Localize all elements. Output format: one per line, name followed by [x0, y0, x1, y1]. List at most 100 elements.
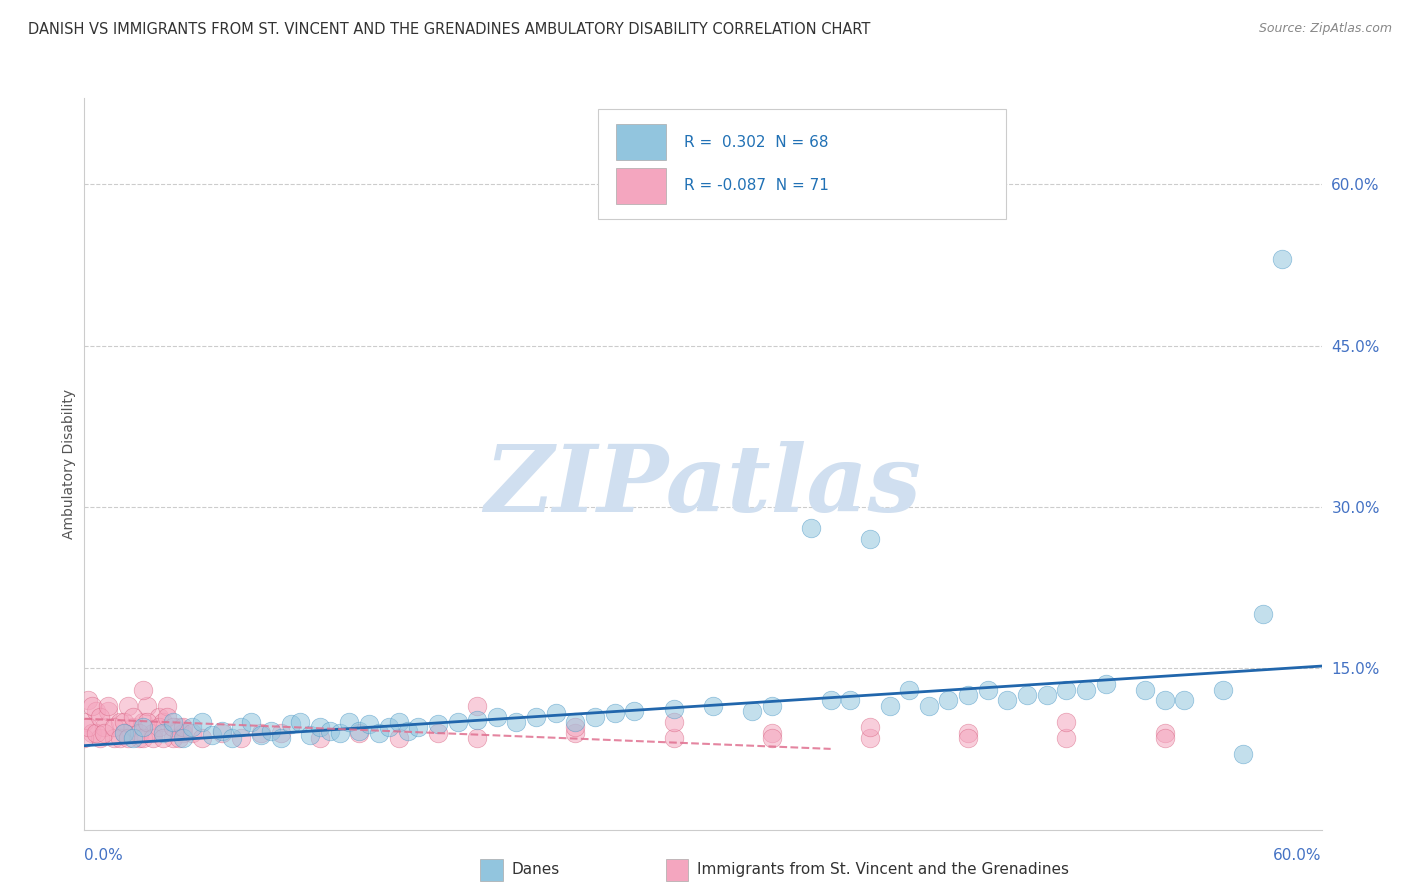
Point [211, 723, 233, 738]
Point [128, 731, 150, 746]
Point [761, 725, 783, 739]
Point [156, 698, 179, 713]
Point [465, 713, 488, 727]
Point [152, 725, 174, 739]
Point [859, 532, 882, 546]
Point [839, 693, 862, 707]
Point [662, 714, 685, 729]
Point [221, 731, 243, 746]
Point [1015, 688, 1038, 702]
Point [211, 725, 233, 739]
Point [564, 725, 586, 739]
Point [108, 731, 131, 746]
Point [231, 720, 253, 734]
Point [1153, 725, 1175, 739]
Point [800, 521, 823, 535]
Point [623, 704, 645, 718]
Point [662, 702, 685, 716]
Point [465, 698, 488, 713]
Bar [616, 168, 666, 204]
Point [122, 709, 145, 723]
Point [564, 720, 586, 734]
Point [299, 728, 322, 742]
Point [270, 731, 292, 746]
Text: Source: ZipAtlas.com: Source: ZipAtlas.com [1258, 22, 1392, 36]
Point [761, 731, 783, 746]
Point [485, 709, 508, 723]
Point [465, 731, 488, 746]
Point [1054, 714, 1077, 729]
Point [820, 693, 842, 707]
Point [82, 698, 104, 713]
Point [84, 725, 107, 739]
Point [1153, 731, 1175, 746]
Point [524, 709, 547, 723]
Point [162, 731, 184, 746]
Point [387, 731, 409, 746]
Point [93, 725, 115, 739]
Point [73, 731, 96, 746]
Point [396, 723, 419, 738]
Point [103, 720, 125, 734]
Point [859, 720, 882, 734]
Point [349, 723, 371, 738]
Point [77, 720, 100, 734]
Point [1074, 682, 1097, 697]
Point [167, 720, 190, 734]
Point [702, 698, 724, 713]
Point [1212, 682, 1234, 697]
Point [167, 731, 190, 746]
Point [898, 682, 921, 697]
Point [142, 725, 165, 739]
Text: Danes: Danes [512, 863, 560, 878]
Point [136, 698, 159, 713]
Point [1035, 688, 1057, 702]
Point [957, 688, 980, 702]
Point [128, 725, 150, 739]
Point [918, 698, 941, 713]
Text: R =  0.302  N = 68: R = 0.302 N = 68 [685, 135, 830, 150]
Point [260, 723, 283, 738]
Point [603, 706, 626, 721]
Bar [481, 859, 502, 880]
Point [112, 725, 135, 739]
Point [172, 725, 194, 739]
Text: DANISH VS IMMIGRANTS FROM ST. VINCENT AND THE GRENADINES AMBULATORY DISABILITY C: DANISH VS IMMIGRANTS FROM ST. VINCENT AN… [28, 22, 870, 37]
Point [231, 731, 253, 746]
Point [148, 720, 170, 734]
Y-axis label: Ambulatory Disability: Ambulatory Disability [62, 389, 76, 539]
Point [240, 714, 263, 729]
Point [117, 731, 139, 746]
Point [201, 728, 224, 742]
Point [359, 717, 381, 731]
Point [426, 717, 449, 731]
Point [142, 731, 165, 746]
Point [97, 698, 120, 713]
Point [122, 720, 145, 734]
Point [378, 720, 401, 734]
Point [132, 731, 155, 746]
Point [132, 682, 155, 697]
Point [505, 714, 527, 729]
Point [152, 714, 174, 729]
Point [1054, 682, 1077, 697]
Point [162, 720, 184, 734]
Text: Immigrants from St. Vincent and the Grenadines: Immigrants from St. Vincent and the Gren… [697, 863, 1069, 878]
Point [270, 725, 292, 739]
Point [349, 725, 371, 739]
Point [1251, 607, 1274, 622]
Point [957, 731, 980, 746]
Point [172, 720, 194, 734]
Point [132, 714, 155, 729]
Point [136, 714, 159, 729]
Point [250, 728, 273, 742]
Text: 60.0%: 60.0% [1274, 847, 1322, 863]
Point [89, 709, 111, 723]
Point [77, 693, 100, 707]
Point [544, 706, 567, 721]
Point [957, 725, 980, 739]
Point [156, 709, 179, 723]
Point [93, 720, 115, 734]
Point [108, 714, 131, 729]
Point [977, 682, 1000, 697]
